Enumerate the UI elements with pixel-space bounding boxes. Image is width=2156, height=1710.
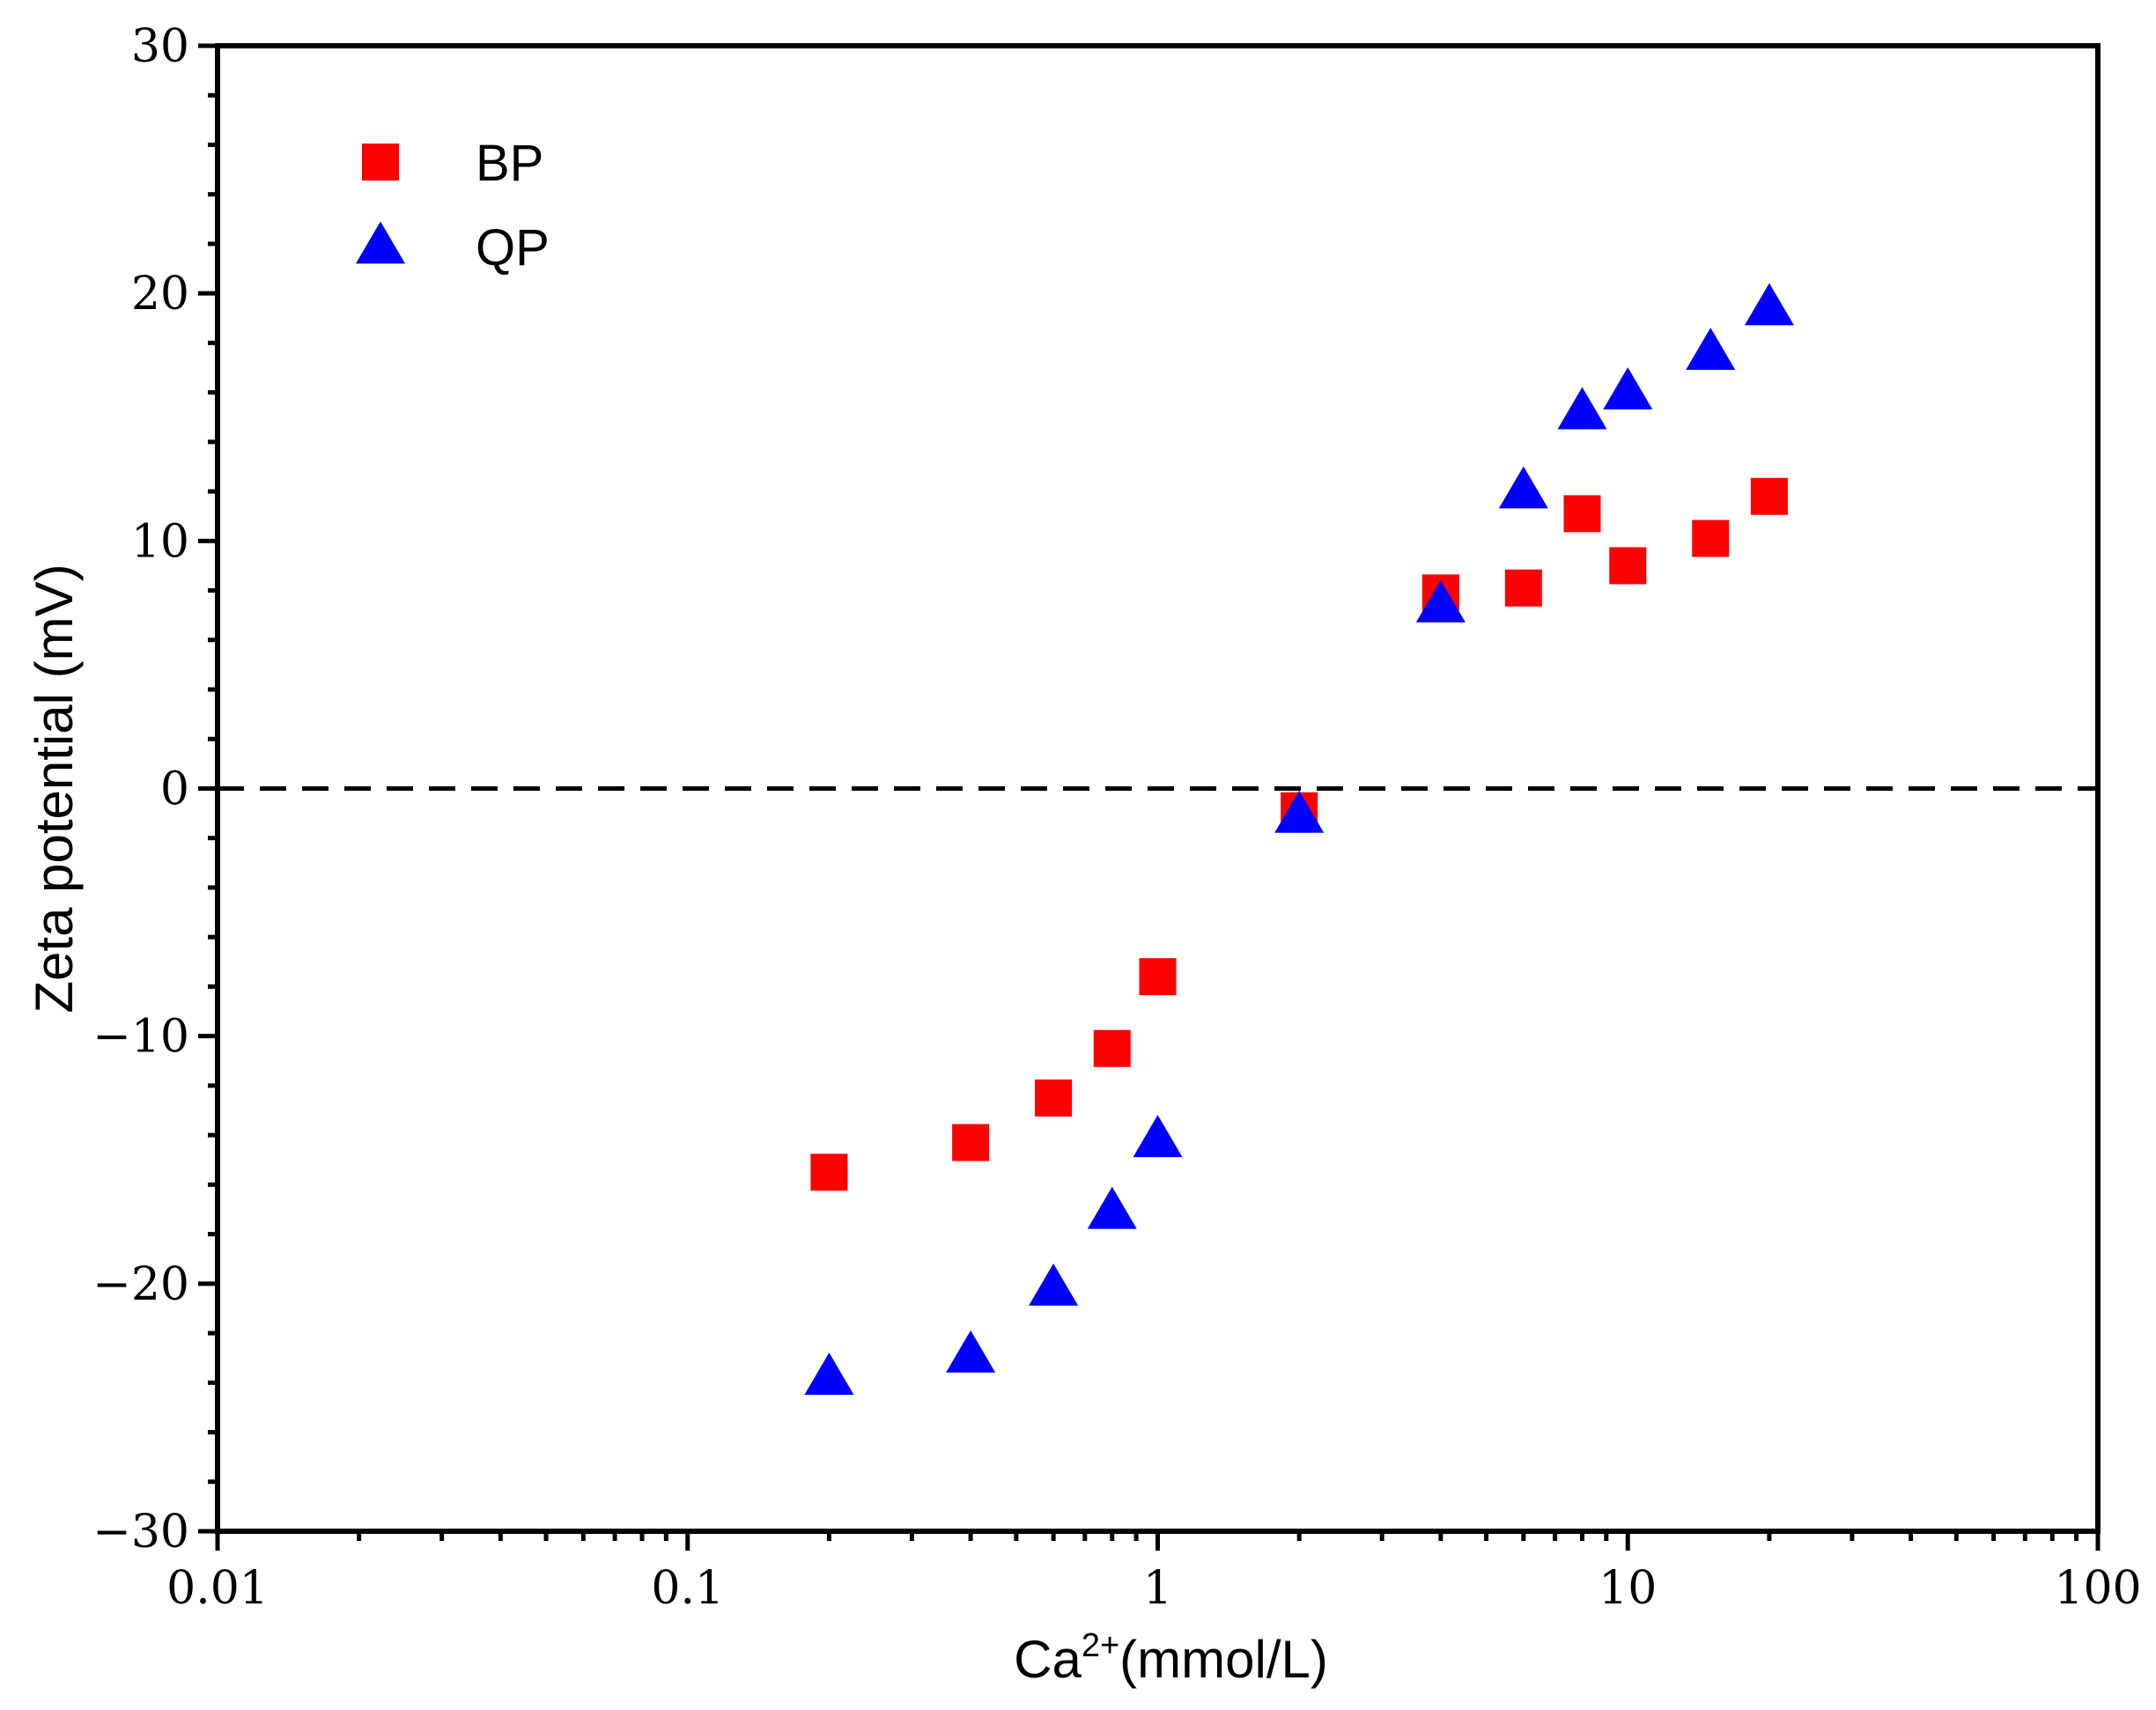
bp-point [952, 1124, 990, 1161]
x-tick-label: 10 [1599, 1562, 1657, 1615]
qp-point [1744, 283, 1794, 326]
legend-marker-bp [362, 144, 399, 181]
x-tick-label: 100 [2054, 1562, 2141, 1615]
bp-point [1563, 495, 1601, 533]
x-tick-label: 0.01 [166, 1562, 269, 1615]
qp-point [804, 1353, 854, 1395]
qp-point [1415, 579, 1466, 623]
bp-point [1692, 520, 1730, 557]
y-tick-label: −20 [92, 1258, 189, 1311]
legend-label-qp: QP [476, 219, 550, 276]
legend-marker-qp [356, 221, 405, 264]
qp-point [1133, 1115, 1183, 1158]
bp-point [1504, 569, 1542, 607]
x-tick-label: 0.1 [651, 1562, 724, 1615]
axis-tick-labels: −30 −20 −10 0 10 20 30 0.01 0.1 1 10 100 [92, 20, 2141, 1615]
series-bp [810, 477, 1788, 1191]
qp-point [1603, 367, 1653, 409]
plot-frame [215, 43, 2101, 1534]
qp-point [1498, 466, 1548, 509]
bp-point [810, 1154, 848, 1191]
legend: BP QP [356, 135, 550, 276]
y-tick-label: −30 [92, 1506, 189, 1559]
qp-point [1557, 387, 1607, 430]
bp-point [1750, 477, 1788, 515]
y-tick-label: 20 [131, 268, 189, 321]
bp-point [1609, 547, 1647, 585]
x-axis-title: Ca2+(mmol/L) [1014, 1627, 1328, 1689]
x-tick-label: 1 [1143, 1562, 1172, 1615]
qp-point [1686, 328, 1736, 370]
qp-point [946, 1330, 996, 1373]
y-tick-label: 10 [131, 515, 189, 568]
y-tick-label: 0 [160, 763, 189, 816]
data-points [804, 283, 1794, 1395]
bp-point [1139, 958, 1177, 996]
x-axis-title-superscript: 2+ [1082, 1627, 1119, 1664]
qp-point [1029, 1263, 1079, 1306]
qp-point [1087, 1186, 1137, 1229]
qp-point [1274, 790, 1325, 833]
y-axis-title: Zeta potential (mV) [25, 564, 84, 1013]
y-tick-label: 30 [131, 20, 189, 73]
x-axis-title-base: Ca [1014, 1630, 1082, 1689]
x-axis-title-suffix: (mmol/L) [1119, 1630, 1328, 1689]
y-tick-label: −10 [92, 1011, 189, 1064]
bp-point [1093, 1029, 1131, 1067]
series-qp [804, 283, 1794, 1395]
bp-point [1035, 1079, 1073, 1117]
legend-label-bp: BP [476, 135, 543, 192]
